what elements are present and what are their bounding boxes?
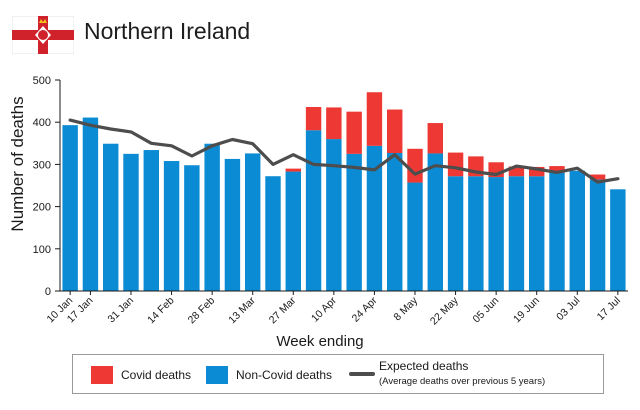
covid-bar	[387, 109, 403, 154]
non-covid-bar	[346, 153, 362, 291]
non-covid-bar	[326, 139, 342, 291]
non-covid-bar	[204, 143, 220, 291]
non-covid-bar	[427, 153, 443, 291]
y-axis: 0 100 200 300 400 500	[33, 75, 61, 298]
covid-bar	[326, 107, 342, 140]
covid-bar	[427, 123, 443, 154]
ulster-banner-flag-icon	[12, 16, 74, 54]
non-covid-bar	[103, 143, 119, 291]
legend-expected-label: Expected deaths	[379, 359, 469, 373]
covid-bar	[407, 148, 423, 183]
covid-bar	[508, 166, 525, 177]
legend-non-covid-label: Non-Covid deaths	[236, 368, 333, 382]
covid-bar	[366, 92, 383, 146]
x-tick-label: 28 Feb	[186, 295, 218, 327]
non-covid-bar	[224, 158, 241, 291]
legend-covid-label: Covid deaths	[121, 368, 192, 382]
y-tick-label: 100	[33, 244, 51, 256]
non-covid-bar	[163, 161, 180, 291]
covid-bar	[305, 107, 322, 131]
x-tick-label: 14 Feb	[145, 295, 177, 327]
legend-covid-swatch	[91, 366, 113, 384]
x-tick-label: 27 Mar	[267, 294, 299, 326]
chart-legend: Covid deaths Non-Covid deaths Expected d…	[72, 354, 604, 394]
page-title: Northern Ireland	[84, 18, 251, 44]
non-covid-bar	[529, 176, 545, 291]
legend-expected-sub: (Average deaths over previous 5 years)	[379, 376, 546, 387]
non-covid-bar	[447, 176, 464, 291]
y-tick-label: 200	[33, 202, 51, 214]
non-covid-bar	[366, 145, 383, 291]
x-tick-label: 8 May	[391, 294, 420, 323]
x-tick-label: 19 Jun	[511, 295, 542, 326]
non-covid-bar	[468, 176, 484, 291]
legend-non-covid-swatch	[206, 366, 228, 384]
x-tick-label: 10 Apr	[309, 294, 339, 324]
x-tick-label: 17 Jul	[595, 295, 623, 323]
x-tick-label: 13 Mar	[226, 294, 258, 326]
covid-bar	[285, 168, 301, 172]
non-covid-bar	[285, 171, 301, 291]
covid-bar	[589, 174, 606, 180]
x-tick-label: 05 Jun	[470, 295, 501, 326]
non-covid-bar	[589, 179, 606, 291]
expected-line	[68, 118, 620, 184]
non-covid-bar	[488, 177, 504, 291]
covid-bar	[549, 166, 565, 173]
x-axis-label: Week ending	[276, 333, 363, 350]
non-covid-bar	[387, 153, 403, 291]
non-covid-bar	[407, 182, 423, 291]
expected-deaths-line	[68, 118, 620, 184]
non-covid-bar	[245, 153, 261, 291]
covid-bar	[529, 166, 545, 177]
non-covid-bar	[305, 130, 322, 291]
x-tick-label: 03 Jul	[554, 295, 582, 323]
non-covid-bar	[184, 165, 200, 291]
y-axis-label: Number of deaths	[8, 96, 27, 231]
non-covid-bar	[569, 170, 585, 291]
covid-bar	[447, 152, 464, 177]
y-tick-label: 500	[33, 75, 51, 87]
y-tick-label: 400	[33, 117, 51, 129]
non-covid-bar	[508, 176, 525, 291]
non-covid-bar	[82, 117, 99, 291]
x-tick-label: 24 Apr	[350, 294, 380, 324]
x-tick-label: 31 Jan	[105, 295, 136, 326]
non-covid-bar	[123, 153, 139, 291]
bar-series	[62, 92, 626, 292]
covid-bar	[346, 111, 362, 154]
non-covid-bar	[143, 150, 159, 291]
x-tick-label: 22 May	[428, 294, 461, 327]
y-tick-label: 0	[45, 286, 51, 298]
y-tick-label: 300	[33, 159, 51, 171]
non-covid-bar	[610, 189, 626, 291]
non-covid-bar	[265, 176, 281, 291]
non-covid-bar	[549, 172, 565, 291]
legend-expected-line	[349, 372, 375, 376]
non-covid-bar	[62, 125, 78, 292]
